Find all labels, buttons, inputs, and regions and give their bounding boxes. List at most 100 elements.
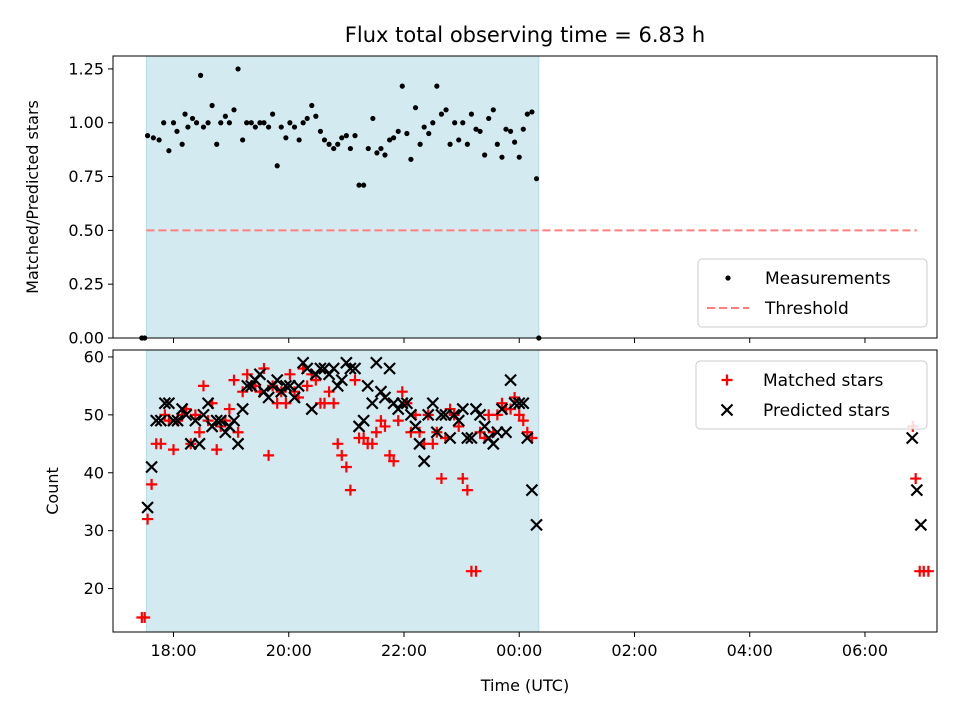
x-tick-label: 02:00 bbox=[611, 641, 657, 660]
measurement-point bbox=[456, 137, 462, 143]
predicted-star-point bbox=[219, 425, 232, 439]
matched-star-point bbox=[142, 513, 154, 525]
predicted-star-point bbox=[443, 431, 457, 445]
measurement-point bbox=[339, 135, 345, 141]
measurement-point bbox=[361, 182, 367, 188]
matched-star-point bbox=[146, 478, 158, 490]
predicted-star-point bbox=[240, 379, 254, 393]
measurement-point bbox=[529, 109, 535, 115]
y-tick-label: 0.25 bbox=[68, 275, 104, 294]
matched-star-point bbox=[496, 397, 508, 409]
measurement-point bbox=[270, 111, 276, 117]
measurement-point bbox=[352, 133, 358, 139]
measurement-point bbox=[473, 126, 479, 132]
measurement-point bbox=[335, 141, 341, 147]
predicted-star-point bbox=[262, 391, 275, 404]
legend-frame bbox=[697, 258, 928, 328]
measurement-point bbox=[460, 120, 466, 126]
predicted-star-point bbox=[167, 414, 180, 427]
matched-star-point bbox=[211, 444, 223, 456]
measurement-point bbox=[395, 128, 401, 134]
ratio-x-axis bbox=[173, 338, 866, 343]
predicted-star-point bbox=[452, 414, 466, 427]
predicted-star-point bbox=[158, 396, 172, 410]
predicted-stars-series bbox=[141, 356, 928, 532]
legend-predicted-label: Predicted stars bbox=[763, 401, 890, 421]
y-tick-label: 20 bbox=[84, 579, 104, 598]
measurement-point bbox=[370, 115, 376, 122]
measurement-point bbox=[507, 128, 514, 134]
predicted-star-point bbox=[383, 362, 396, 375]
measurement-point bbox=[304, 115, 310, 122]
measurement-point bbox=[283, 135, 289, 141]
measurement-point bbox=[185, 124, 191, 130]
predicted-star-point bbox=[288, 391, 301, 404]
measurement-point bbox=[386, 137, 393, 143]
predicted-star-point bbox=[487, 437, 500, 451]
legend-matched-marker bbox=[721, 374, 733, 386]
predicted-star-point bbox=[910, 483, 924, 497]
predicted-star-point bbox=[378, 391, 392, 404]
predicted-star-point bbox=[344, 362, 357, 375]
predicted-star-point bbox=[409, 420, 422, 433]
legend-frame bbox=[695, 360, 928, 430]
matched-star-point bbox=[414, 426, 426, 438]
measurement-point bbox=[166, 148, 172, 154]
ratio-legend: Measurements Threshold bbox=[697, 258, 928, 328]
measurement-point bbox=[482, 152, 488, 158]
predicted-star-point bbox=[189, 414, 202, 427]
predicted-star-point bbox=[227, 414, 241, 427]
ratio-panel: 0.00 0.25 0.50 0.75 1.00 1.25 Matched/Predict… bbox=[23, 55, 938, 348]
measurement-point bbox=[331, 145, 337, 152]
predicted-star-point bbox=[421, 408, 435, 422]
measurement-point bbox=[399, 83, 405, 89]
measurement-point bbox=[313, 113, 319, 119]
matched-star-point bbox=[228, 374, 240, 386]
counts-y-axis: 20 30 40 50 60 bbox=[84, 347, 113, 598]
matched-star-point bbox=[388, 455, 400, 467]
predicted-star-point bbox=[430, 425, 444, 439]
measurement-point bbox=[468, 111, 475, 117]
matched-star-point bbox=[189, 409, 201, 421]
matched-star-point bbox=[922, 565, 934, 577]
matched-star-point bbox=[284, 368, 296, 380]
measurement-point bbox=[193, 120, 200, 126]
predicted-star-point bbox=[279, 379, 293, 393]
observing-window-shade-bottom bbox=[145, 349, 540, 633]
predicted-star-point bbox=[314, 362, 327, 375]
counts-axes-frame bbox=[112, 349, 938, 633]
matched-star-point bbox=[457, 473, 469, 485]
measurement-point bbox=[205, 120, 211, 126]
predicted-star-point bbox=[149, 414, 163, 427]
measurement-point bbox=[244, 120, 250, 126]
measurement-point bbox=[200, 124, 207, 130]
predicted-star-point bbox=[340, 356, 353, 370]
matched-star-point bbox=[318, 397, 330, 409]
y-tick-label: 1.00 bbox=[68, 113, 104, 132]
measurement-point bbox=[214, 141, 220, 147]
y-tick-label: 0.00 bbox=[68, 329, 104, 348]
legend-measurements-label: Measurements bbox=[765, 269, 891, 289]
matched-star-point bbox=[910, 473, 922, 485]
predicted-star-point bbox=[456, 402, 470, 416]
predicted-star-point bbox=[236, 402, 249, 416]
measurement-point bbox=[261, 120, 267, 126]
measurement-point bbox=[378, 145, 384, 152]
measurement-point bbox=[174, 128, 180, 134]
matched-star-point bbox=[392, 415, 404, 427]
measurement-point bbox=[434, 83, 440, 89]
measurement-point bbox=[391, 135, 397, 141]
measurement-point bbox=[443, 107, 449, 113]
matched-star-point bbox=[461, 484, 473, 496]
matched-star-point bbox=[379, 420, 391, 432]
y-tick-label: 50 bbox=[84, 405, 104, 424]
x-tick-label: 22:00 bbox=[381, 641, 427, 660]
predicted-star-point bbox=[469, 402, 483, 416]
measurement-point bbox=[170, 120, 177, 126]
ratio-y-axis-label: Matched/Predicted stars bbox=[23, 100, 42, 294]
predicted-star-point bbox=[413, 437, 426, 451]
matched-star-point bbox=[193, 426, 205, 438]
predicted-star-point bbox=[404, 408, 418, 422]
measurement-point bbox=[494, 141, 500, 147]
measurement-point bbox=[533, 176, 540, 182]
